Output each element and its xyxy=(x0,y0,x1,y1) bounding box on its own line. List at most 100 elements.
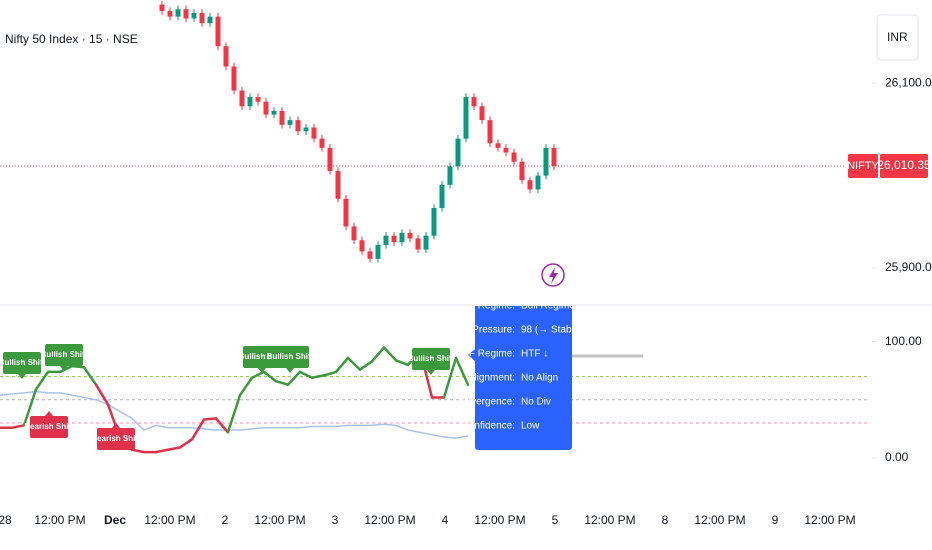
signal-pointer xyxy=(45,411,53,416)
baseline-line xyxy=(0,390,469,439)
candle-body xyxy=(287,120,293,125)
x-tick-label: 2 xyxy=(222,513,229,527)
x-tick-label: 4 xyxy=(442,513,449,527)
currency-box[interactable] xyxy=(876,14,919,61)
lightning-icon[interactable] xyxy=(541,263,565,287)
candle-body xyxy=(495,143,501,148)
candle-body xyxy=(487,120,493,144)
x-tick-label: 12:00 PM xyxy=(254,513,305,527)
tooltip-key: Regime: xyxy=(478,301,515,312)
icon-bolt xyxy=(549,267,558,284)
tooltip-value: Bull Regime xyxy=(521,301,575,312)
candle-body xyxy=(455,138,461,167)
candle-body xyxy=(367,251,373,259)
regime-segment xyxy=(286,370,302,386)
signal-box xyxy=(45,344,83,366)
regime-segment xyxy=(202,417,218,421)
candle-body xyxy=(223,46,229,67)
regime-segment xyxy=(166,446,182,452)
signal-pointer xyxy=(286,368,294,373)
candle-body xyxy=(175,9,181,17)
candle-body xyxy=(183,9,189,19)
signal-label: Bullish Shift xyxy=(408,354,455,363)
candle-body xyxy=(535,175,541,190)
candle-body xyxy=(263,101,269,115)
candle-body xyxy=(255,97,261,102)
candle-body xyxy=(359,240,365,252)
candle-body xyxy=(167,11,173,17)
x-tick-label: 8 xyxy=(662,513,669,527)
tooltip-key: Pressure: xyxy=(472,325,515,336)
candle-body xyxy=(391,235,397,243)
candle-body xyxy=(503,147,509,153)
regime-segment xyxy=(274,379,290,386)
signal-label: Bullish Shift xyxy=(267,352,314,361)
candle-body xyxy=(447,166,453,185)
x-tick-label: 12:00 PM xyxy=(144,513,195,527)
candle-body xyxy=(527,180,533,190)
tooltip-value: No Div xyxy=(521,397,551,408)
regime-segment xyxy=(346,356,362,371)
regime-segment xyxy=(238,376,254,397)
regime-segment xyxy=(178,438,194,449)
regime-segment xyxy=(370,346,386,363)
price-tag-label: 26,010.35 xyxy=(877,158,931,172)
regime-segment xyxy=(214,417,230,434)
tooltip-value: 98 (→ Stable) xyxy=(521,325,583,336)
candle-body xyxy=(423,235,429,250)
chart-title: Nifty 50 Index · 15 · NSE xyxy=(5,32,138,46)
candle-body xyxy=(343,198,349,227)
x-tick-label: 12:00 PM xyxy=(364,513,415,527)
candle-body xyxy=(471,97,477,107)
regime-segment xyxy=(10,424,26,429)
x-tick-label: 12:00 PM xyxy=(584,513,635,527)
tooltip: Regime: Bull Regime Pressure: 98 (→ Stable)… xyxy=(456,301,583,450)
signal-pointer xyxy=(18,374,26,379)
tooltip-key: Confidence: xyxy=(462,421,515,432)
x-tick-label: 12:00 PM xyxy=(804,513,855,527)
regime-segment xyxy=(298,370,314,379)
candle-body xyxy=(279,110,285,125)
candle-body xyxy=(231,66,237,91)
x-tick-label: 28 xyxy=(0,513,12,527)
candle-body xyxy=(327,147,333,171)
regime-segment xyxy=(226,393,242,434)
candle-body xyxy=(519,161,525,181)
signal-label: Bearish Shift xyxy=(24,422,74,431)
series-name: NIFTY xyxy=(847,160,879,172)
candle-body xyxy=(551,147,557,167)
candle-body xyxy=(215,16,221,47)
tooltip-value: HTF ↓ xyxy=(521,349,548,360)
candle-body xyxy=(207,16,213,24)
candle-body xyxy=(159,4,165,12)
signal-label: Bullish Shift xyxy=(239,352,286,361)
regime-segment xyxy=(382,346,398,362)
tooltip-key: Alignment: xyxy=(468,373,515,384)
regime-segment xyxy=(34,370,50,391)
signal-pointer xyxy=(427,370,435,375)
signal-label: Bearish Shift xyxy=(91,434,141,443)
candle-body xyxy=(407,232,413,239)
tooltip-value: Low xyxy=(521,421,540,432)
candle-body xyxy=(399,232,405,243)
signal-pointer xyxy=(112,423,120,428)
regime-segment xyxy=(190,418,206,441)
signal-label: Bullish Shift xyxy=(41,350,88,359)
signal-pointer xyxy=(60,366,68,371)
regime-segment xyxy=(94,383,110,406)
regime-segment xyxy=(262,370,278,383)
candle-body xyxy=(303,127,309,132)
x-tick-label: 3 xyxy=(332,513,339,527)
signal-label: Bullish Shift xyxy=(0,358,46,367)
x-tick-label: Dec xyxy=(104,513,126,527)
x-tick-label: 5 xyxy=(552,513,559,527)
regime-segment xyxy=(358,360,374,371)
candle-body xyxy=(375,244,381,259)
candle-body xyxy=(319,138,325,148)
candle-body xyxy=(247,97,253,107)
x-tick-label: 9 xyxy=(772,513,779,527)
tooltip-pointer xyxy=(468,349,475,361)
signal-box xyxy=(412,348,450,370)
price-tag xyxy=(880,154,928,179)
